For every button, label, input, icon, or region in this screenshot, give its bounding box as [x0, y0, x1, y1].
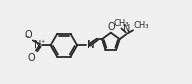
- Text: O: O: [27, 53, 35, 63]
- Text: N: N: [34, 40, 41, 50]
- Text: N: N: [87, 40, 95, 50]
- Text: CH₃: CH₃: [114, 19, 129, 28]
- Text: $^-$: $^-$: [23, 33, 30, 42]
- Text: O: O: [24, 30, 32, 40]
- Text: N: N: [123, 24, 130, 34]
- Text: CH₃: CH₃: [134, 21, 149, 30]
- Text: $^+$: $^+$: [40, 40, 46, 46]
- Text: O: O: [107, 22, 115, 32]
